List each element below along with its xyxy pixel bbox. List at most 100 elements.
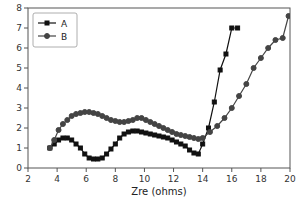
point — [105, 152, 109, 156]
y-axis: 012345678 — [16, 3, 28, 173]
point — [222, 116, 227, 121]
x-tick — [115, 168, 116, 172]
series — [47, 14, 290, 151]
point — [135, 129, 139, 133]
point — [188, 148, 192, 152]
point — [192, 151, 196, 155]
legend-label: A — [61, 19, 68, 29]
y-tick — [24, 8, 28, 9]
point — [166, 136, 170, 140]
legend-marker — [45, 21, 49, 25]
legend-box — [33, 13, 77, 47]
x-tick-label: 16 — [226, 174, 238, 184]
point — [230, 26, 234, 30]
point — [207, 130, 212, 135]
point — [153, 133, 157, 137]
y-tick-label: 3 — [16, 103, 22, 113]
y-tick-label: 2 — [16, 123, 22, 133]
point — [65, 136, 69, 140]
point — [236, 26, 240, 30]
point — [258, 56, 263, 61]
plot-area — [28, 8, 290, 168]
point — [113, 142, 117, 146]
point — [218, 68, 222, 72]
y-tick-label: 0 — [16, 163, 22, 173]
y-tick-label: 8 — [16, 3, 22, 13]
point — [87, 156, 91, 160]
x-tick-label: 18 — [255, 174, 267, 184]
point — [118, 136, 122, 140]
chart: 2468101214161820012345678Zre (ohms)AB — [0, 0, 300, 200]
y-tick — [24, 68, 28, 69]
point — [200, 136, 205, 141]
point — [229, 106, 234, 111]
x-tick-label: 2 — [25, 174, 31, 184]
point — [61, 136, 65, 140]
point — [215, 124, 220, 129]
point — [157, 134, 161, 138]
point — [92, 157, 96, 161]
point — [174, 140, 178, 144]
point — [144, 131, 148, 135]
point — [96, 157, 100, 161]
point — [161, 135, 165, 139]
point — [266, 46, 271, 51]
x-tick-label: 4 — [54, 174, 60, 184]
x-axis-label: Zre (ohms) — [131, 186, 186, 197]
point — [251, 66, 256, 71]
point — [244, 82, 249, 87]
point — [78, 146, 82, 150]
y-tick — [24, 88, 28, 89]
y-tick-label: 5 — [16, 63, 22, 73]
x-tick — [290, 168, 291, 172]
plot-frame — [28, 8, 290, 168]
y-tick-label: 4 — [16, 83, 22, 93]
point — [56, 128, 61, 133]
y-tick — [24, 48, 28, 49]
x-tick — [57, 168, 58, 172]
point — [52, 138, 57, 143]
x-tick-label: 8 — [112, 174, 118, 184]
point — [280, 36, 285, 41]
y-tick — [24, 108, 28, 109]
x-tick — [202, 168, 203, 172]
y-tick — [24, 148, 28, 149]
y-tick-label: 7 — [16, 23, 22, 33]
point — [122, 132, 126, 136]
point — [183, 144, 187, 148]
point — [100, 156, 104, 160]
point — [65, 118, 70, 123]
point — [47, 146, 52, 151]
x-tick-label: 20 — [284, 174, 296, 184]
point — [273, 38, 278, 43]
x-tick — [231, 168, 232, 172]
point — [83, 152, 87, 156]
x-tick-label: 10 — [139, 174, 151, 184]
point — [131, 129, 135, 133]
y-tick — [24, 28, 28, 29]
point — [179, 142, 183, 146]
series-line — [50, 28, 238, 159]
legend-marker — [45, 34, 50, 39]
point — [201, 142, 205, 146]
legend-label: B — [61, 32, 67, 42]
x-tick-label: 14 — [197, 174, 209, 184]
y-tick — [24, 168, 28, 169]
point — [237, 94, 242, 99]
x-tick — [28, 168, 29, 172]
legend: AB — [33, 13, 77, 47]
point — [126, 130, 130, 134]
point — [74, 142, 78, 146]
plot-marks — [47, 14, 290, 162]
x-tick — [260, 168, 261, 172]
point — [286, 14, 290, 19]
point — [60, 122, 65, 127]
x-tick-label: 6 — [83, 174, 89, 184]
y-tick — [24, 128, 28, 129]
x-axis: 2468101214161820 — [25, 168, 296, 184]
x-tick — [86, 168, 87, 172]
point — [148, 132, 152, 136]
point — [196, 152, 200, 156]
point — [48, 146, 52, 150]
point — [170, 138, 174, 142]
